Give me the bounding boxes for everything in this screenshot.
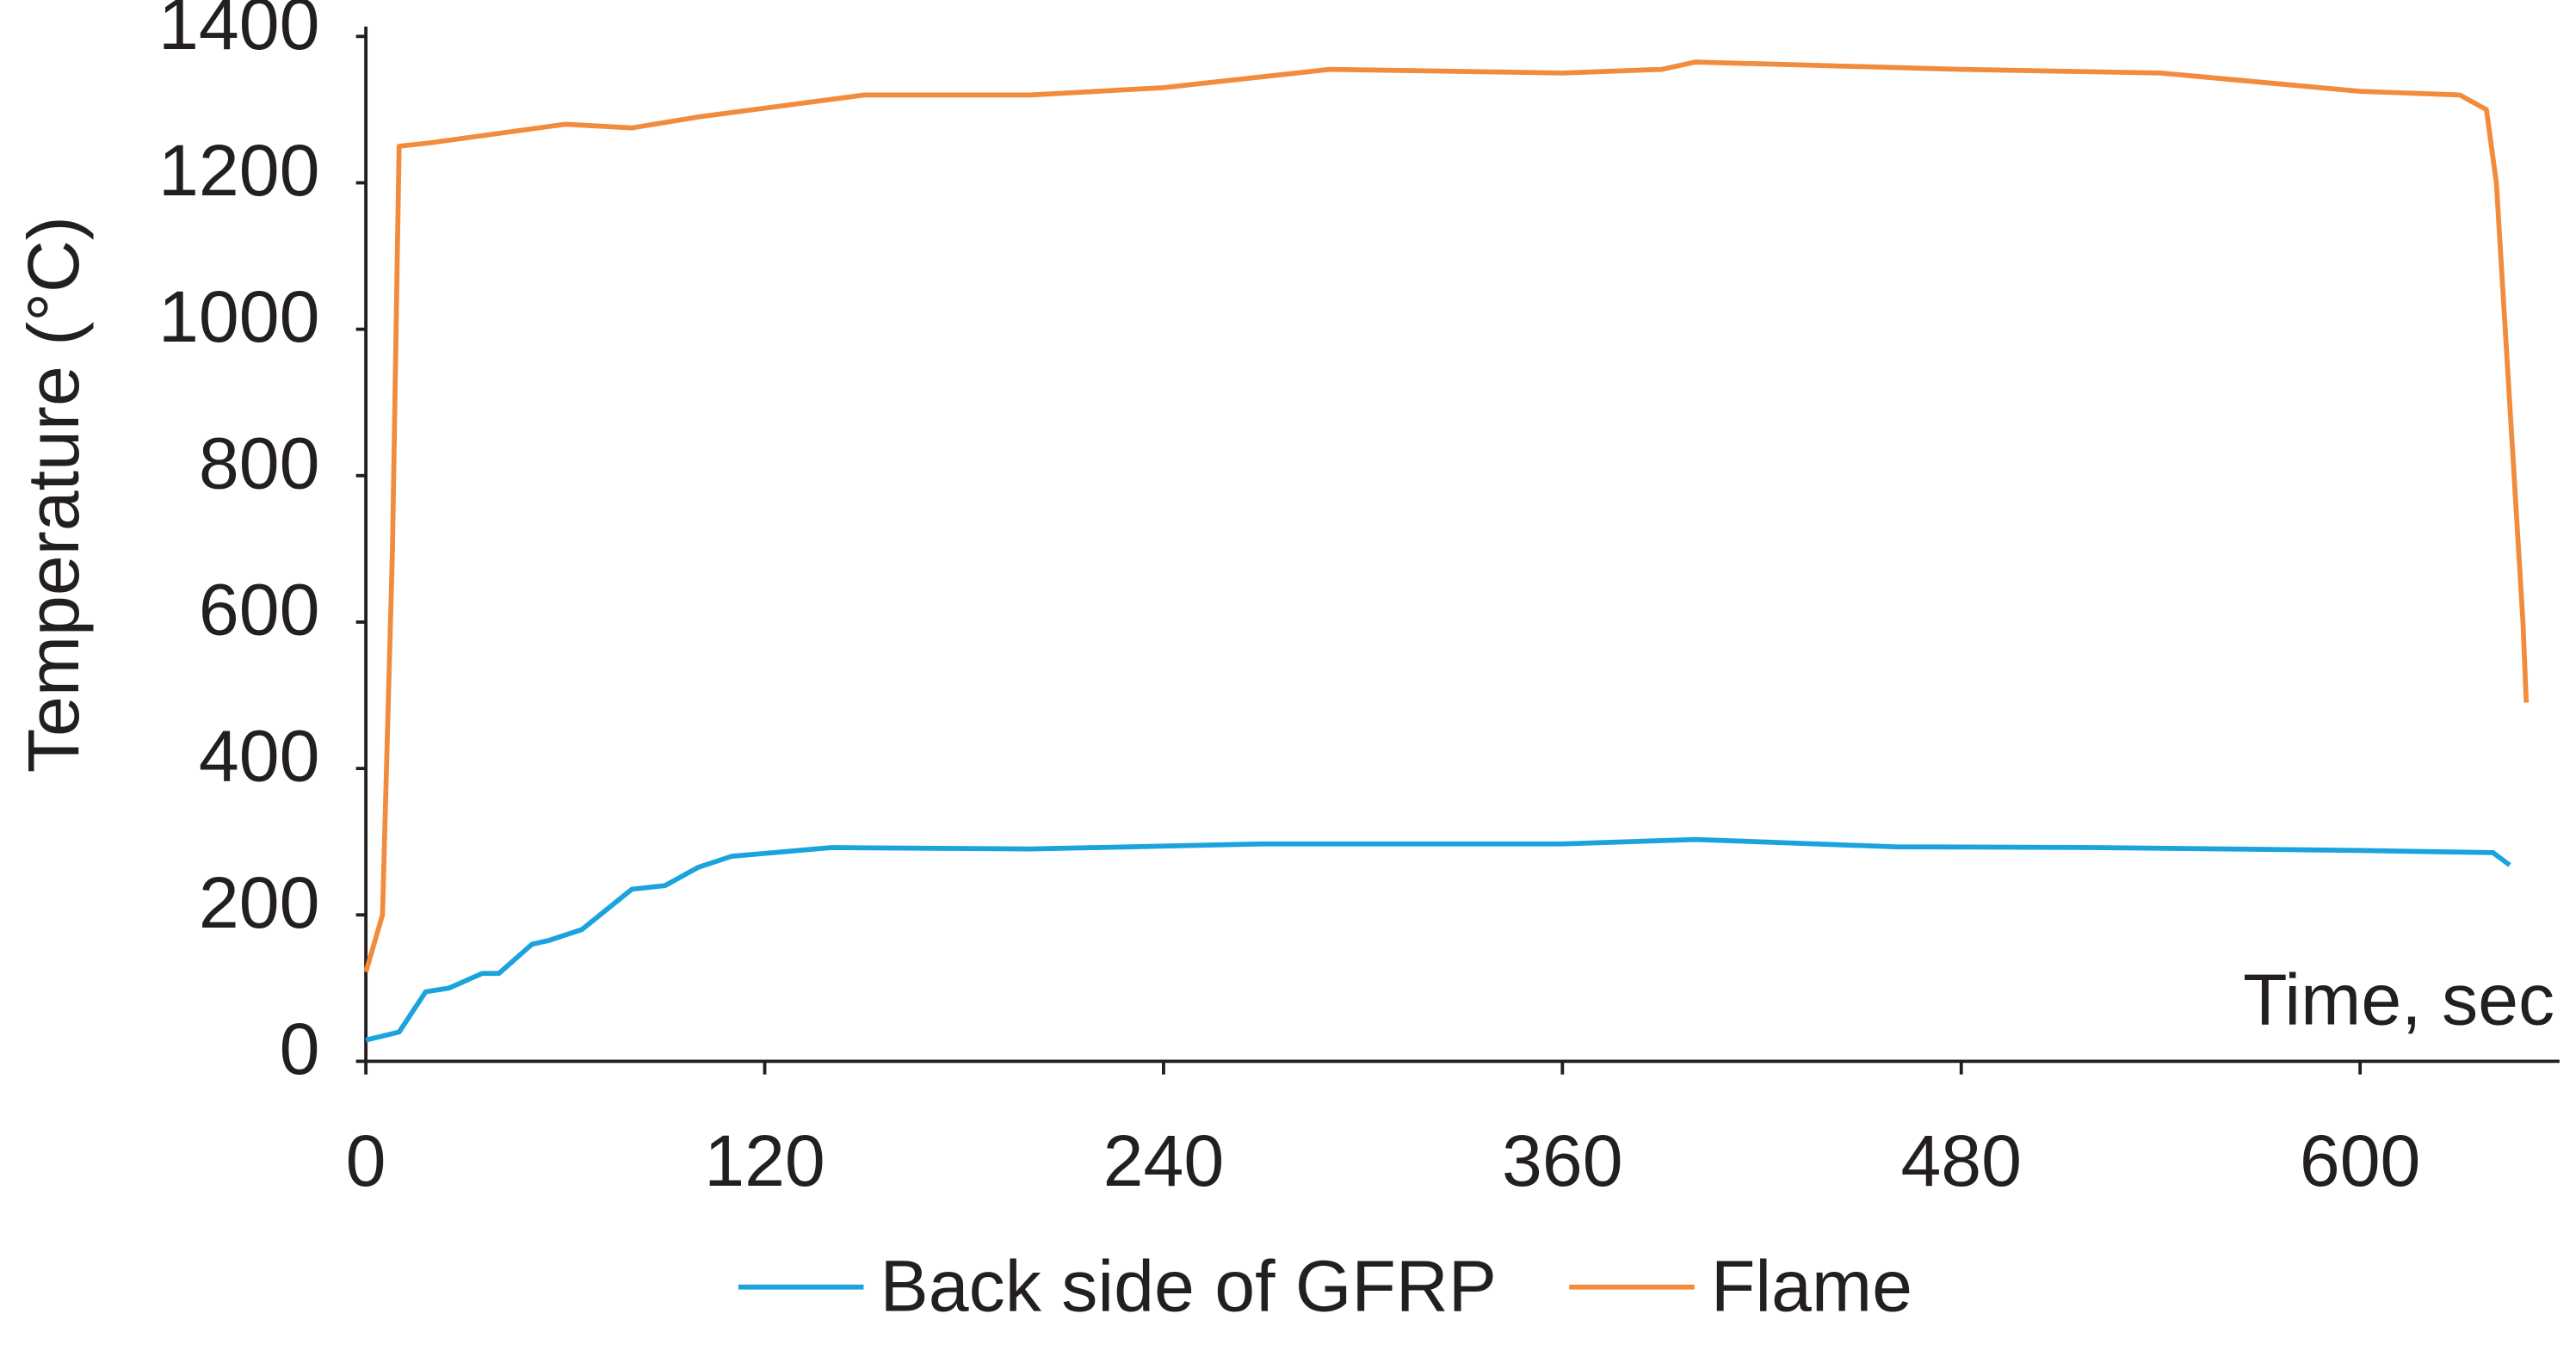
x-tick-label: 360 <box>1502 1120 1623 1201</box>
y-tick-label: 200 <box>199 862 320 943</box>
x-axis-label: Time, sec <box>2243 959 2554 1040</box>
y-tick-label: 1200 <box>158 130 319 211</box>
y-tick-label: 600 <box>199 570 320 651</box>
x-tick-label: 120 <box>704 1120 825 1201</box>
x-tick-label: 480 <box>1900 1120 2022 1201</box>
legend-label: Flame <box>1711 1246 1912 1327</box>
x-tick-label: 0 <box>346 1120 386 1201</box>
x-tick-label: 240 <box>1103 1120 1225 1201</box>
x-tick-label: 600 <box>2300 1120 2421 1201</box>
y-tick-label: 0 <box>280 1008 320 1089</box>
y-tick-label: 1400 <box>158 0 319 65</box>
data-line <box>363 59 2530 973</box>
data-line <box>365 836 2511 1043</box>
y-tick-label: 800 <box>199 422 320 503</box>
y-tick-label: 400 <box>199 716 320 797</box>
legend-label: Back side of GFRP <box>880 1246 1497 1327</box>
y-tick-label: 1000 <box>158 276 319 357</box>
y-axis-label: Temperature (°C) <box>13 216 94 773</box>
